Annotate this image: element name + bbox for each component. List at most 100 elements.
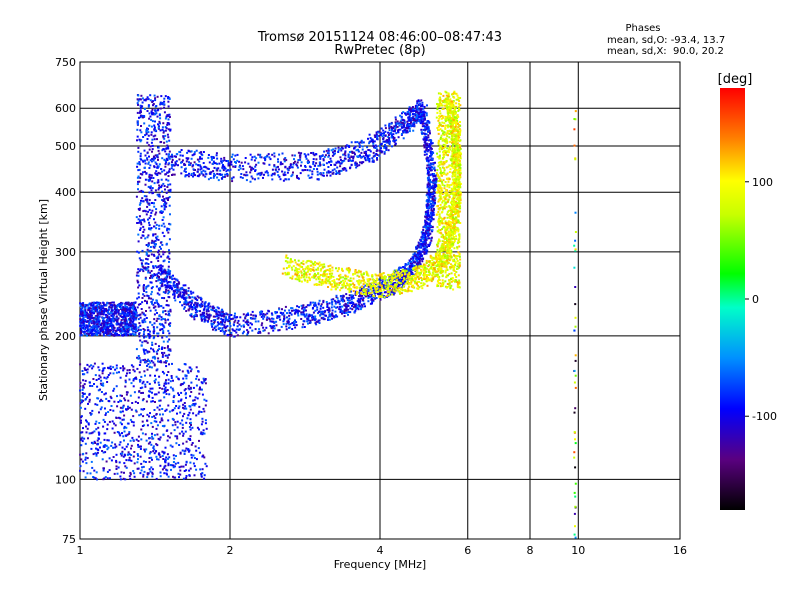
data-point-O bbox=[83, 438, 85, 440]
data-point-O bbox=[185, 310, 187, 312]
data-point-O bbox=[111, 323, 113, 325]
data-point-O bbox=[85, 316, 87, 318]
data-point-O bbox=[147, 236, 149, 238]
data-point-O bbox=[180, 400, 182, 402]
data-point-O bbox=[176, 435, 178, 437]
data-point-O bbox=[146, 317, 148, 319]
data-point-O bbox=[427, 170, 429, 172]
data-point-O bbox=[198, 297, 200, 299]
data-point-O bbox=[435, 181, 437, 183]
data-point-O bbox=[128, 312, 130, 314]
data-point-O bbox=[159, 329, 161, 331]
data-point-O bbox=[208, 310, 210, 312]
data-point-O bbox=[247, 324, 249, 326]
data-point-O bbox=[303, 320, 305, 322]
data-point-O bbox=[140, 139, 142, 141]
data-point-O bbox=[140, 376, 142, 378]
data-point-O bbox=[147, 110, 149, 112]
data-point-O bbox=[168, 393, 170, 395]
data-point-O bbox=[196, 458, 198, 460]
data-point-O bbox=[142, 97, 144, 99]
data-point-O bbox=[85, 476, 87, 478]
data-point-O bbox=[277, 171, 279, 173]
data-point-O bbox=[166, 186, 168, 188]
data-point-O bbox=[153, 328, 155, 330]
data-point-O bbox=[264, 159, 266, 161]
data-point-O bbox=[297, 167, 299, 169]
data-point-O bbox=[81, 431, 83, 433]
data-point-O bbox=[183, 297, 185, 299]
data-point-O bbox=[301, 305, 303, 307]
data-point-O bbox=[198, 447, 200, 449]
data-point-O bbox=[195, 396, 197, 398]
data-point-O bbox=[337, 306, 339, 308]
data-point-O bbox=[205, 419, 207, 421]
data-point-O bbox=[154, 420, 156, 422]
data-point-O bbox=[150, 457, 152, 459]
data-point-O bbox=[171, 277, 173, 279]
data-point-O bbox=[157, 159, 159, 161]
data-point-O bbox=[237, 334, 239, 336]
data-point-O bbox=[189, 395, 191, 397]
data-point-O bbox=[145, 336, 147, 338]
data-point-O bbox=[104, 421, 106, 423]
data-point-O bbox=[106, 381, 108, 383]
data-point-O bbox=[158, 384, 160, 386]
data-point-O bbox=[184, 405, 186, 407]
data-point-O bbox=[112, 305, 114, 307]
data-point-O bbox=[272, 330, 274, 332]
data-point-O bbox=[298, 306, 300, 308]
data-point-O bbox=[153, 135, 155, 137]
data-point-O bbox=[201, 472, 203, 474]
data-point-O bbox=[426, 156, 428, 158]
data-point-O bbox=[98, 332, 100, 334]
data-point-O bbox=[172, 380, 174, 382]
data-point-O bbox=[95, 448, 97, 450]
data-point-O bbox=[420, 255, 422, 257]
data-point-O bbox=[189, 164, 191, 166]
data-point-O bbox=[136, 272, 138, 274]
data-point-O bbox=[150, 388, 152, 390]
data-point-O bbox=[164, 452, 166, 454]
data-point-O bbox=[155, 170, 157, 172]
data-point-O bbox=[196, 375, 198, 377]
data-point-O bbox=[223, 316, 225, 318]
data-point-O bbox=[197, 159, 199, 161]
data-point-O bbox=[306, 313, 308, 315]
data-point-O bbox=[134, 308, 136, 310]
data-point-O bbox=[195, 378, 197, 380]
data-point-O bbox=[144, 220, 146, 222]
data-point-O bbox=[115, 330, 117, 332]
data-point-O bbox=[95, 316, 97, 318]
data-point-O bbox=[185, 477, 187, 479]
data-point-O bbox=[202, 394, 204, 396]
data-point-O bbox=[198, 428, 200, 430]
data-point-O bbox=[211, 320, 213, 322]
data-point-O bbox=[194, 403, 196, 405]
data-point-O bbox=[101, 384, 103, 386]
data-point-O bbox=[167, 101, 169, 103]
data-point-O bbox=[331, 299, 333, 301]
data-point-O bbox=[431, 187, 433, 189]
data-point-O bbox=[150, 466, 152, 468]
data-point-O bbox=[259, 156, 261, 158]
data-point-O bbox=[137, 98, 139, 100]
data-point-O bbox=[196, 366, 198, 368]
data-point-O bbox=[136, 196, 138, 198]
data-point-O bbox=[165, 197, 167, 199]
data-point-O bbox=[154, 274, 156, 276]
data-point-O bbox=[222, 324, 224, 326]
data-point-O bbox=[216, 173, 218, 175]
data-point-O bbox=[168, 118, 170, 120]
data-point-O bbox=[147, 326, 149, 328]
data-point-O bbox=[86, 431, 88, 433]
data-point-O bbox=[158, 306, 160, 308]
data-point-O bbox=[169, 168, 171, 170]
data-point-O bbox=[432, 210, 434, 212]
data-point-O bbox=[161, 225, 163, 227]
data-point-O bbox=[205, 400, 207, 402]
data-point-O bbox=[194, 151, 196, 153]
data-point-O bbox=[144, 340, 146, 342]
data-point-O bbox=[143, 284, 145, 286]
data-point-O bbox=[80, 422, 82, 424]
